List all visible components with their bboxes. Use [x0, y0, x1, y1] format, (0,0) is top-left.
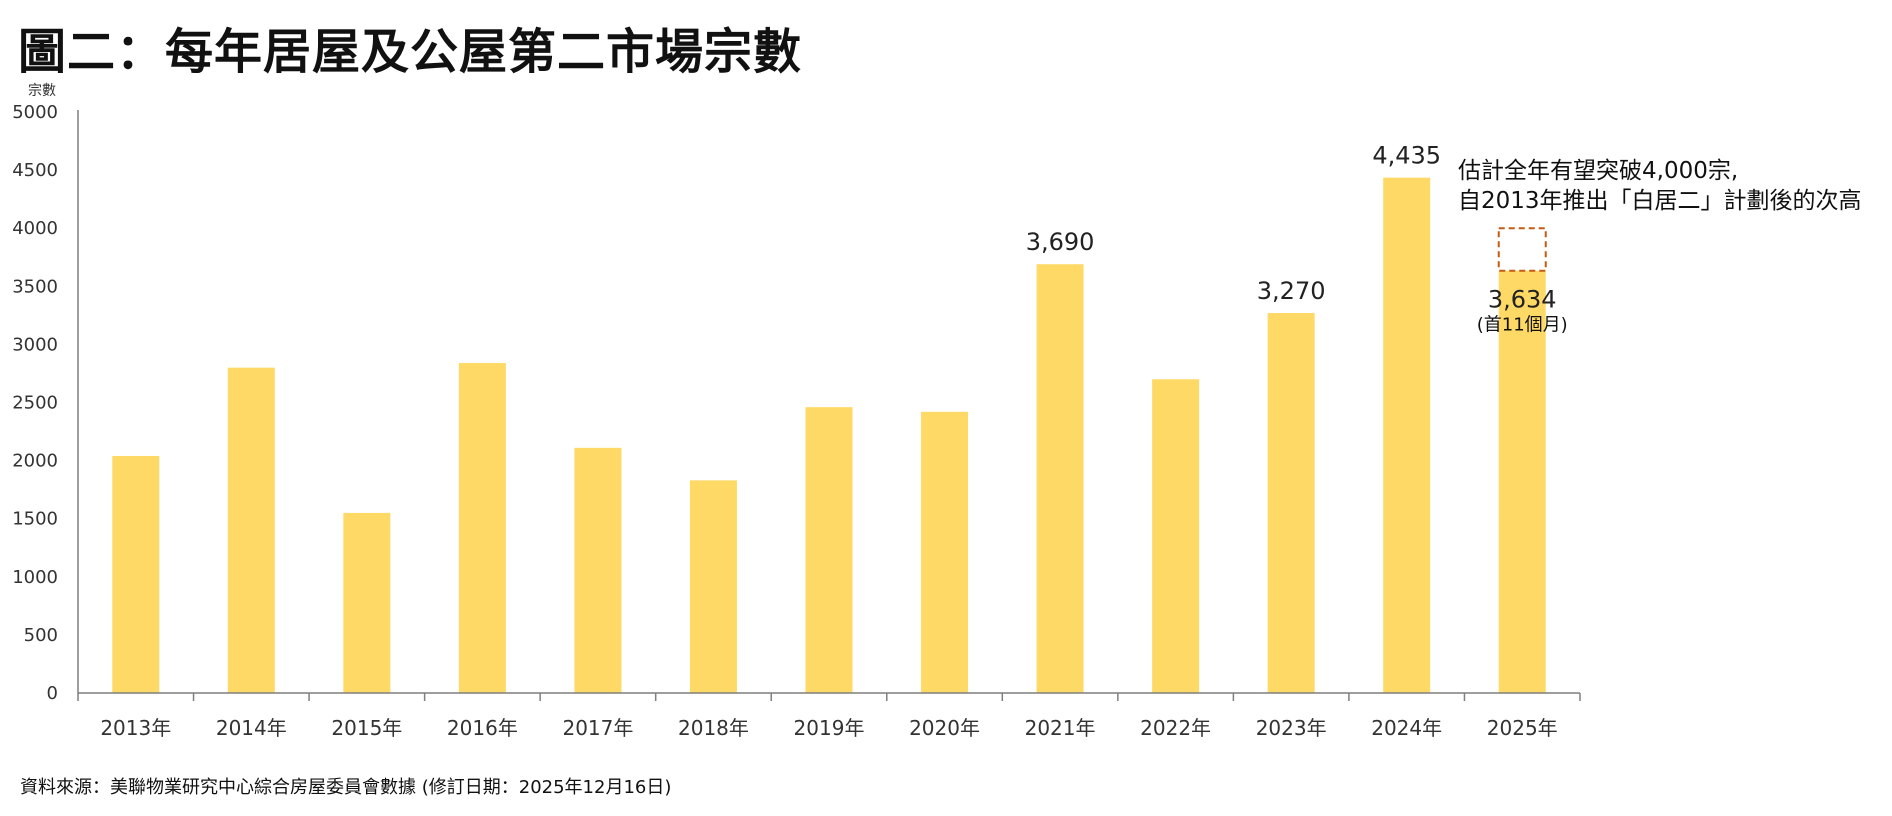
source-note: 資料來源：美聯物業研究中心綜合房屋委員會數據 (修訂日期：2025年12月16日…: [20, 777, 672, 798]
bar: [574, 447, 622, 693]
y-tick-label: 1500: [12, 509, 58, 530]
bar: [343, 512, 391, 693]
x-tick-label: 2013年: [100, 716, 171, 740]
y-tick-label: 4500: [12, 160, 58, 181]
bar: [227, 367, 275, 693]
x-tick-label: 2016年: [447, 716, 518, 740]
y-tick-label: 5000: [12, 102, 58, 123]
data-label: 3,270: [1257, 277, 1326, 305]
x-tick-label: 2022年: [1140, 716, 1211, 740]
x-tick-label: 2014年: [216, 716, 287, 740]
x-tick-label: 2021年: [1025, 716, 1096, 740]
x-tick-label: 2018年: [678, 716, 749, 740]
annotation-text: 自2013年推出「白居二」計劃後的次高: [1458, 188, 1862, 214]
bar: [458, 362, 506, 693]
x-tick-label: 2017年: [562, 716, 633, 740]
y-tick-label: 3000: [12, 334, 58, 355]
x-tick-label: 2025年: [1487, 716, 1558, 740]
y-tick-label: 2000: [12, 451, 58, 472]
data-label: 4,435: [1372, 142, 1441, 170]
bar: [1036, 264, 1084, 693]
annotation-text: 估計全年有望突破4,000宗,: [1458, 158, 1738, 184]
y-tick-label: 1000: [12, 567, 58, 588]
data-label: 3,634: [1488, 286, 1557, 314]
y-axis-unit-label: 宗數: [28, 83, 56, 99]
y-tick-label: 4000: [12, 218, 58, 239]
bar: [921, 411, 969, 693]
page-title: 圖二：每年居屋及公屋第二市場宗數: [18, 24, 803, 80]
bar: [1152, 379, 1200, 693]
bar: [112, 455, 160, 693]
x-tick-label: 2023年: [1256, 716, 1327, 740]
x-tick-label: 2020年: [909, 716, 980, 740]
bar: [805, 407, 853, 693]
x-tick-label: 2024年: [1371, 716, 1442, 740]
data-label: 3,690: [1026, 228, 1095, 256]
x-tick-label: 2019年: [794, 716, 865, 740]
bar: [689, 480, 737, 693]
projection-dashed-box: [1497, 227, 1547, 272]
data-label-note: (首11個月): [1477, 315, 1568, 336]
bar: [1383, 177, 1431, 693]
y-tick-label: 500: [24, 625, 58, 646]
x-tick-label: 2015年: [331, 716, 402, 740]
y-tick-label: 0: [47, 683, 58, 704]
y-tick-label: 2500: [12, 393, 58, 414]
bar: [1498, 270, 1546, 693]
bar: [1267, 313, 1315, 693]
y-tick-label: 3500: [12, 276, 58, 297]
